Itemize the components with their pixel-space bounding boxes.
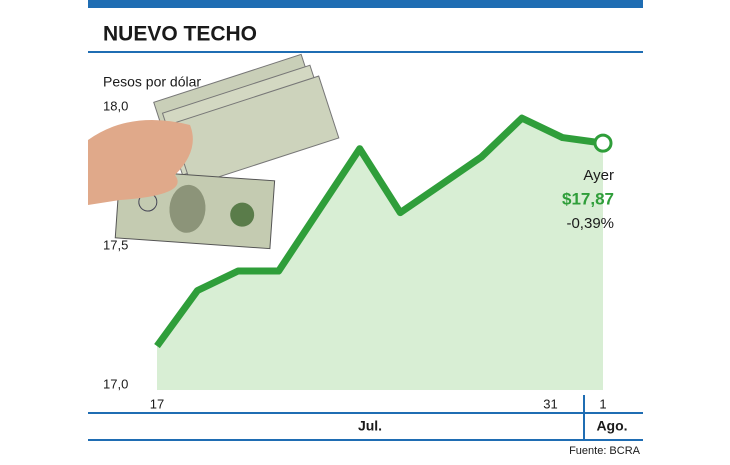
x-tick-label: 1	[599, 396, 606, 411]
end-marker	[593, 133, 613, 153]
y-tick-label: 17,0	[103, 376, 128, 391]
x-tick-label: 31	[543, 396, 557, 411]
y-tick-label: 17,5	[103, 237, 128, 252]
annotation-change: -0,39%	[566, 215, 614, 232]
area	[157, 118, 603, 391]
y-tick-label: 18,0	[103, 98, 128, 113]
value-label: $17,87	[562, 190, 614, 209]
line	[154, 114, 604, 349]
x-tick-label: 17	[150, 396, 164, 411]
y-axis-label: Pesos por dólar	[103, 74, 201, 90]
month-label: Jul.	[358, 418, 382, 434]
source: Fuente: BCRA	[569, 445, 641, 457]
chart-title: NUEVO TECHO	[103, 23, 257, 46]
plot: 17,0 17,5 18,0 17 31 1 Ayer $17,87 -0,39%	[103, 98, 614, 411]
month-label: Ago.	[596, 418, 627, 434]
annotation-title: Ayer	[583, 167, 614, 184]
money-illustration	[88, 53, 340, 250]
top-bar	[88, 0, 643, 8]
